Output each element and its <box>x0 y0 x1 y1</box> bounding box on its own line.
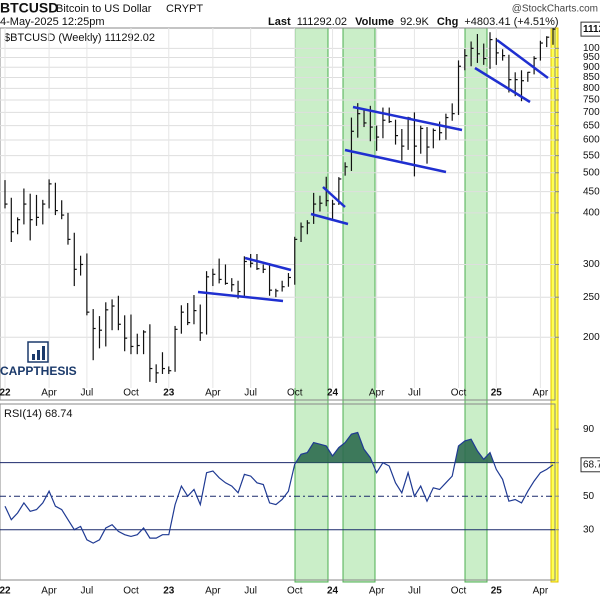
quote-line: Last 111292.02 Volume 92.9K Chg +4803.41… <box>268 16 559 28</box>
panel-title: RSI(14) 68.74 <box>4 408 72 420</box>
highlight-band <box>294 27 329 583</box>
rsi-line <box>4 431 554 544</box>
x-tick-label: Jul <box>408 586 421 597</box>
volume-label: Volume <box>355 16 394 28</box>
change-label: Chg <box>437 16 458 28</box>
panel-title: $BTCUSD (Weekly) 111292.02 <box>4 32 155 44</box>
trend-line <box>197 290 284 303</box>
x-tick-label: 22 <box>0 586 11 597</box>
x-tick-label: Oct <box>123 586 139 597</box>
x-tick-label: 25 <box>491 388 503 399</box>
y-tick-label: 25000 <box>583 292 600 303</box>
y-tick-label: 40000 <box>583 207 600 218</box>
trend-lines <box>197 38 549 303</box>
trend-line <box>310 212 349 226</box>
panel-frame <box>0 27 556 401</box>
logo-icon <box>32 354 35 360</box>
x-tick-label: 24 <box>327 388 339 399</box>
x-tick-label: Apr <box>205 586 221 597</box>
x-tick-label: 23 <box>163 388 175 399</box>
x-tick-label: Apr <box>41 586 57 597</box>
y-tick-label: 50000 <box>583 167 600 178</box>
x-tick-label: Apr <box>41 388 57 399</box>
trend-line <box>244 256 292 272</box>
trend-line <box>352 105 463 132</box>
last-value: 111292.02 <box>297 16 347 28</box>
y-tick-label: 45000 <box>583 186 600 197</box>
y-tick-label: 20000 <box>583 332 600 343</box>
y-tick-label: 70000 <box>583 107 600 118</box>
y-tick-label: 95000 <box>583 52 600 63</box>
symbol: BTCUSD <box>0 0 58 16</box>
x-tick-label: Jul <box>80 388 93 399</box>
y-tick-label: 90000 <box>583 62 600 73</box>
y-tick-label: 65000 <box>583 120 600 131</box>
trend-line <box>496 38 549 80</box>
y-tick-label: 75000 <box>583 95 600 106</box>
x-tick-label: 25 <box>491 586 503 597</box>
x-tick-label: Jul <box>408 388 421 399</box>
y-tick-label: 55000 <box>583 150 600 161</box>
x-tick-label: Apr <box>369 586 385 597</box>
overlay: CAPPTHESIS <box>0 38 549 378</box>
change-value: +4803.41 (+4.51%) <box>464 16 558 28</box>
x-tick-label: Apr <box>205 388 221 399</box>
x-tick-label: 24 <box>327 586 339 597</box>
exchange: CRYPT <box>166 3 203 15</box>
logo: CAPPTHESIS <box>0 341 77 378</box>
x-tick-label: Jul <box>244 388 257 399</box>
y-tick-label: 30000 <box>583 259 600 270</box>
logo-icon <box>37 350 40 360</box>
x-tick-label: 23 <box>163 586 175 597</box>
y-tick-label: 60000 <box>583 135 600 146</box>
logo-icon <box>27 341 49 363</box>
y-tick-label: 100000 <box>583 43 600 54</box>
x-tick-label: Jul <box>244 586 257 597</box>
trend-line <box>344 148 447 174</box>
x-tick-label: Oct <box>287 586 303 597</box>
volume-value: 92.9K <box>400 16 429 28</box>
y-tick-label: 80000 <box>583 83 600 94</box>
y-tick-label: 85000 <box>583 72 600 83</box>
last-value-label: 68.74 <box>583 459 600 470</box>
y-tick-label: 30 <box>583 524 595 535</box>
y-tick-label: 50 <box>583 491 595 502</box>
x-tick-label: 22 <box>0 388 11 399</box>
last-value-box <box>580 457 600 473</box>
panel-frame <box>0 403 556 581</box>
trend-line <box>322 186 346 208</box>
x-tick-label: Oct <box>451 388 467 399</box>
trend-line <box>474 66 531 104</box>
last-price-box <box>580 21 600 37</box>
x-tick-label: Oct <box>451 586 467 597</box>
date: 4-May-2025 12:25pm <box>0 16 105 28</box>
watermark: @StockCharts.com <box>512 4 598 15</box>
y-tick-label: 90 <box>583 424 595 435</box>
overbought-fill <box>295 432 494 463</box>
last-price-label: 111292.02 <box>583 24 600 35</box>
last-label: Last <box>268 16 291 28</box>
x-tick-label: Apr <box>369 388 385 399</box>
x-tick-label: Oct <box>287 388 303 399</box>
x-tick-label: Apr <box>533 388 549 399</box>
highlight-band <box>464 27 488 583</box>
x-tick-label: Oct <box>123 388 139 399</box>
instrument-name: Bitcoin to US Dollar <box>56 3 152 15</box>
x-tick-label: Jul <box>80 586 93 597</box>
logo-text: CAPPTHESIS <box>0 364 77 378</box>
x-tick-label: Apr <box>533 586 549 597</box>
logo-icon <box>42 346 45 360</box>
